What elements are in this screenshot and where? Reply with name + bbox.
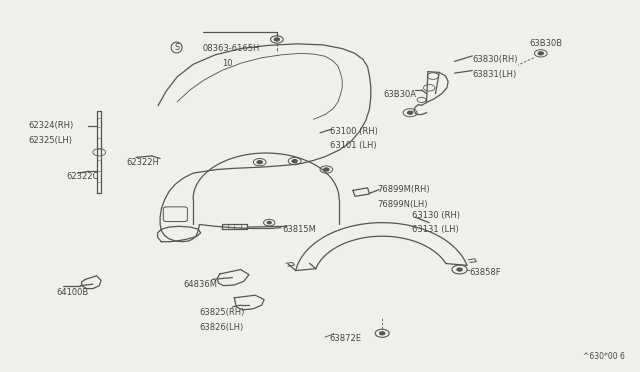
Text: 62324(RH): 62324(RH)	[28, 121, 74, 130]
Text: 63130 (RH): 63130 (RH)	[412, 211, 460, 220]
Text: 63858F: 63858F	[469, 267, 500, 277]
Text: 10: 10	[221, 59, 232, 68]
Text: 63830(RH): 63830(RH)	[472, 55, 518, 64]
Circle shape	[292, 160, 297, 163]
Circle shape	[457, 268, 462, 271]
Circle shape	[380, 332, 385, 335]
Text: 63131 (LH): 63131 (LH)	[412, 225, 459, 234]
Text: 63826(LH): 63826(LH)	[200, 323, 244, 331]
Text: 08363-6165H: 08363-6165H	[203, 44, 260, 53]
Circle shape	[538, 52, 543, 55]
Circle shape	[257, 161, 262, 164]
Text: 63B30A: 63B30A	[383, 90, 417, 99]
Text: 76899N(LH): 76899N(LH)	[377, 200, 428, 209]
Text: 64836M: 64836M	[184, 280, 218, 289]
Text: 63815M: 63815M	[282, 225, 316, 234]
Text: S: S	[174, 43, 179, 52]
Text: 63100 (RH): 63100 (RH)	[330, 126, 378, 135]
Text: 76899M(RH): 76899M(RH)	[377, 185, 429, 194]
FancyBboxPatch shape	[163, 207, 188, 222]
Text: 63872E: 63872E	[330, 334, 362, 343]
Circle shape	[275, 38, 280, 41]
Circle shape	[408, 111, 413, 114]
Text: 62322C: 62322C	[66, 172, 99, 181]
Text: 63831(LH): 63831(LH)	[472, 70, 516, 79]
Text: 64100B: 64100B	[57, 288, 89, 297]
Text: ^630*00 6: ^630*00 6	[582, 352, 625, 361]
Circle shape	[268, 222, 271, 224]
Text: 63B30B: 63B30B	[529, 39, 563, 48]
Text: 62325(LH): 62325(LH)	[28, 136, 72, 145]
Circle shape	[324, 168, 329, 171]
Text: 63101 (LH): 63101 (LH)	[330, 141, 376, 150]
Text: 63825(RH): 63825(RH)	[200, 308, 245, 317]
Text: 62322H: 62322H	[127, 158, 159, 167]
